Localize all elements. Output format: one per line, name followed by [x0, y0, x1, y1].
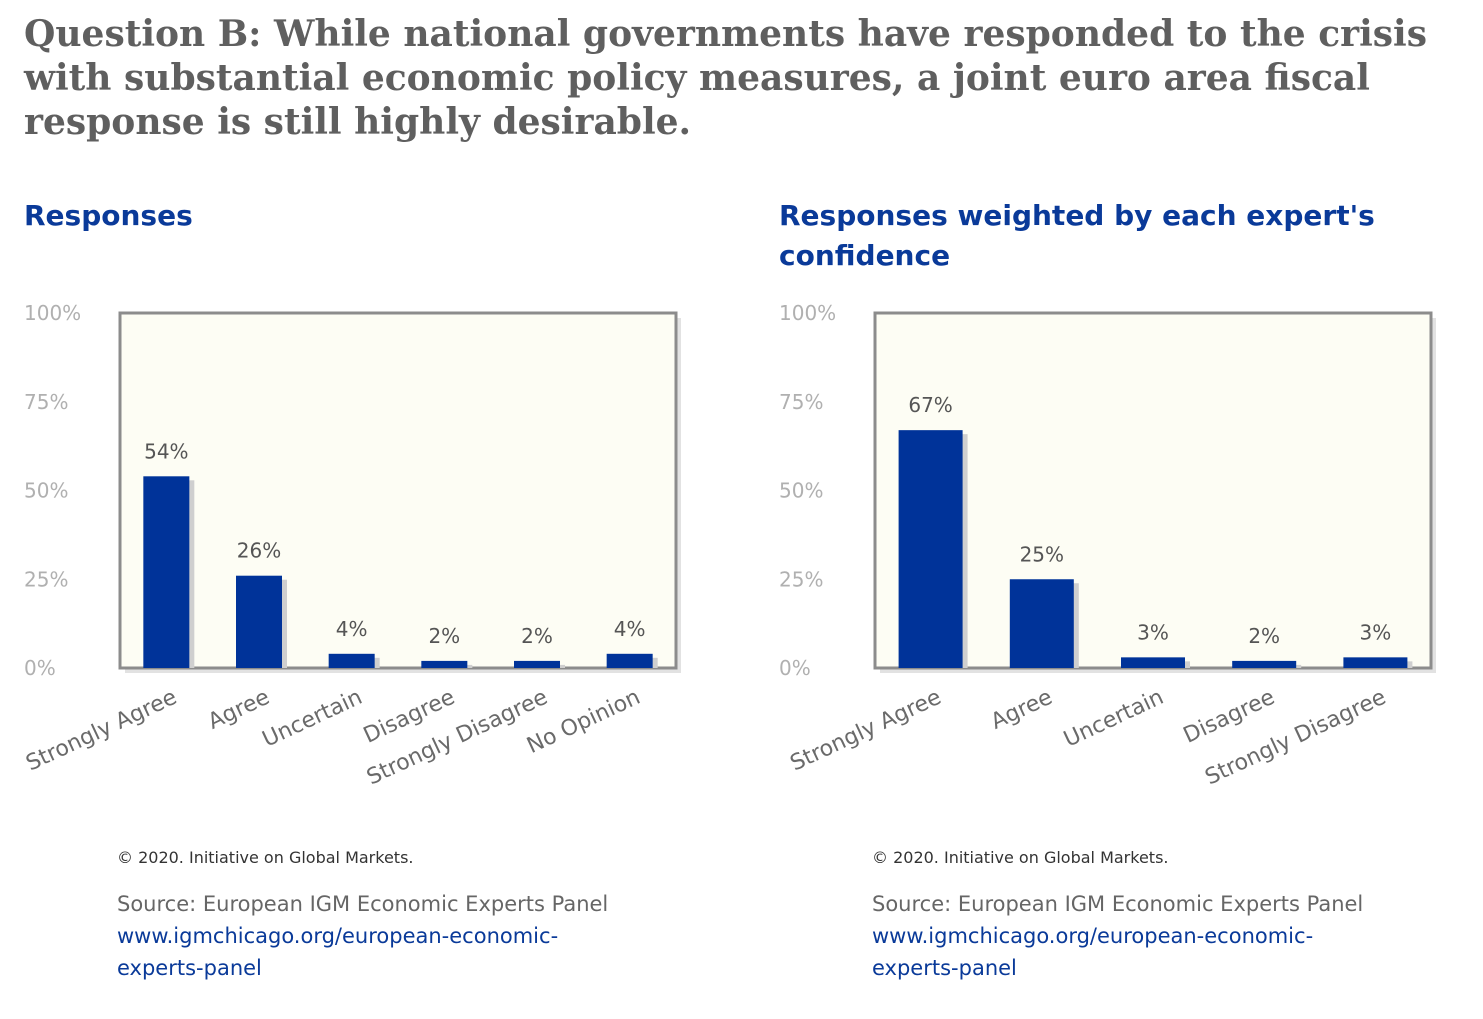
value-label: 3%: [1360, 620, 1392, 644]
bar-uncertain: [328, 653, 375, 668]
bar-agree: [1009, 579, 1074, 668]
value-label: 2%: [1248, 624, 1280, 648]
chart-responses-weighted: 0% 25% 50% 75% 100% 67% Strongly Agree 25% Agree…: [779, 301, 1436, 790]
bar-strongly-agree: [898, 430, 963, 668]
chart-title-responses: Responses: [24, 199, 193, 232]
bar-uncertain: [1121, 657, 1185, 668]
value-label: 25%: [1020, 542, 1064, 566]
y-tick-label: 75%: [779, 390, 823, 414]
x-tick-label: Strongly Agree: [787, 685, 946, 777]
value-label: 67%: [908, 393, 952, 417]
y-tick-label: 50%: [779, 479, 823, 503]
chart-responses: 0%25%50%75%100%54%Strongly Agree26%Agree…: [22, 301, 681, 790]
question-title: Question B: While national governments h…: [24, 13, 1427, 143]
bar-strongly-disagree: [514, 660, 560, 668]
plot-area: [873, 311, 1433, 670]
y-tick-label: 100%: [24, 301, 81, 325]
y-tick-label: 100%: [779, 301, 836, 325]
value-label: 4%: [336, 617, 368, 641]
bar-agree: [236, 575, 282, 668]
value-label: 3%: [1137, 620, 1169, 644]
bar-disagree: [421, 660, 468, 668]
y-tick-label: 0%: [24, 656, 56, 680]
bar-no-opinion: [606, 653, 653, 668]
value-label: 2%: [428, 624, 460, 648]
x-tick-label: Uncertain: [1060, 685, 1167, 753]
y-tick-label: 25%: [24, 567, 68, 591]
y-tick-label: 50%: [24, 479, 68, 503]
value-label: 54%: [144, 439, 188, 463]
copyright-left: © 2020. Initiative on Global Markets.: [117, 848, 414, 867]
bar-disagree: [1232, 660, 1297, 668]
x-tick-label: Strongly Disagree: [1202, 685, 1390, 791]
x-tick-label: Agree: [987, 685, 1056, 735]
value-label: 26%: [237, 539, 281, 563]
x-tick-label: Strongly Agree: [22, 685, 181, 777]
copyright-right: © 2020. Initiative on Global Markets.: [872, 848, 1169, 867]
source-left: Source: European IGM Economic Experts Pa…: [117, 892, 609, 916]
source-link-right[interactable]: www.igmchicago.org/european-economic-exp…: [872, 924, 1314, 980]
y-tick-label: 25%: [779, 567, 823, 591]
source-link-left[interactable]: www.igmchicago.org/european-economic-exp…: [117, 924, 559, 980]
bar-strongly-disagree: [1343, 657, 1408, 668]
x-tick-label: Uncertain: [259, 685, 366, 753]
bar-strongly-agree: [143, 476, 190, 668]
plot-area: [118, 311, 678, 670]
value-label: 4%: [614, 617, 646, 641]
source-right: Source: European IGM Economic Experts Pa…: [872, 892, 1364, 916]
y-tick-label: 75%: [24, 390, 68, 414]
y-tick-label: 0%: [779, 656, 811, 680]
value-label: 2%: [521, 624, 553, 648]
chart-title-weighted: Responses weighted by each expert's conf…: [779, 199, 1375, 272]
